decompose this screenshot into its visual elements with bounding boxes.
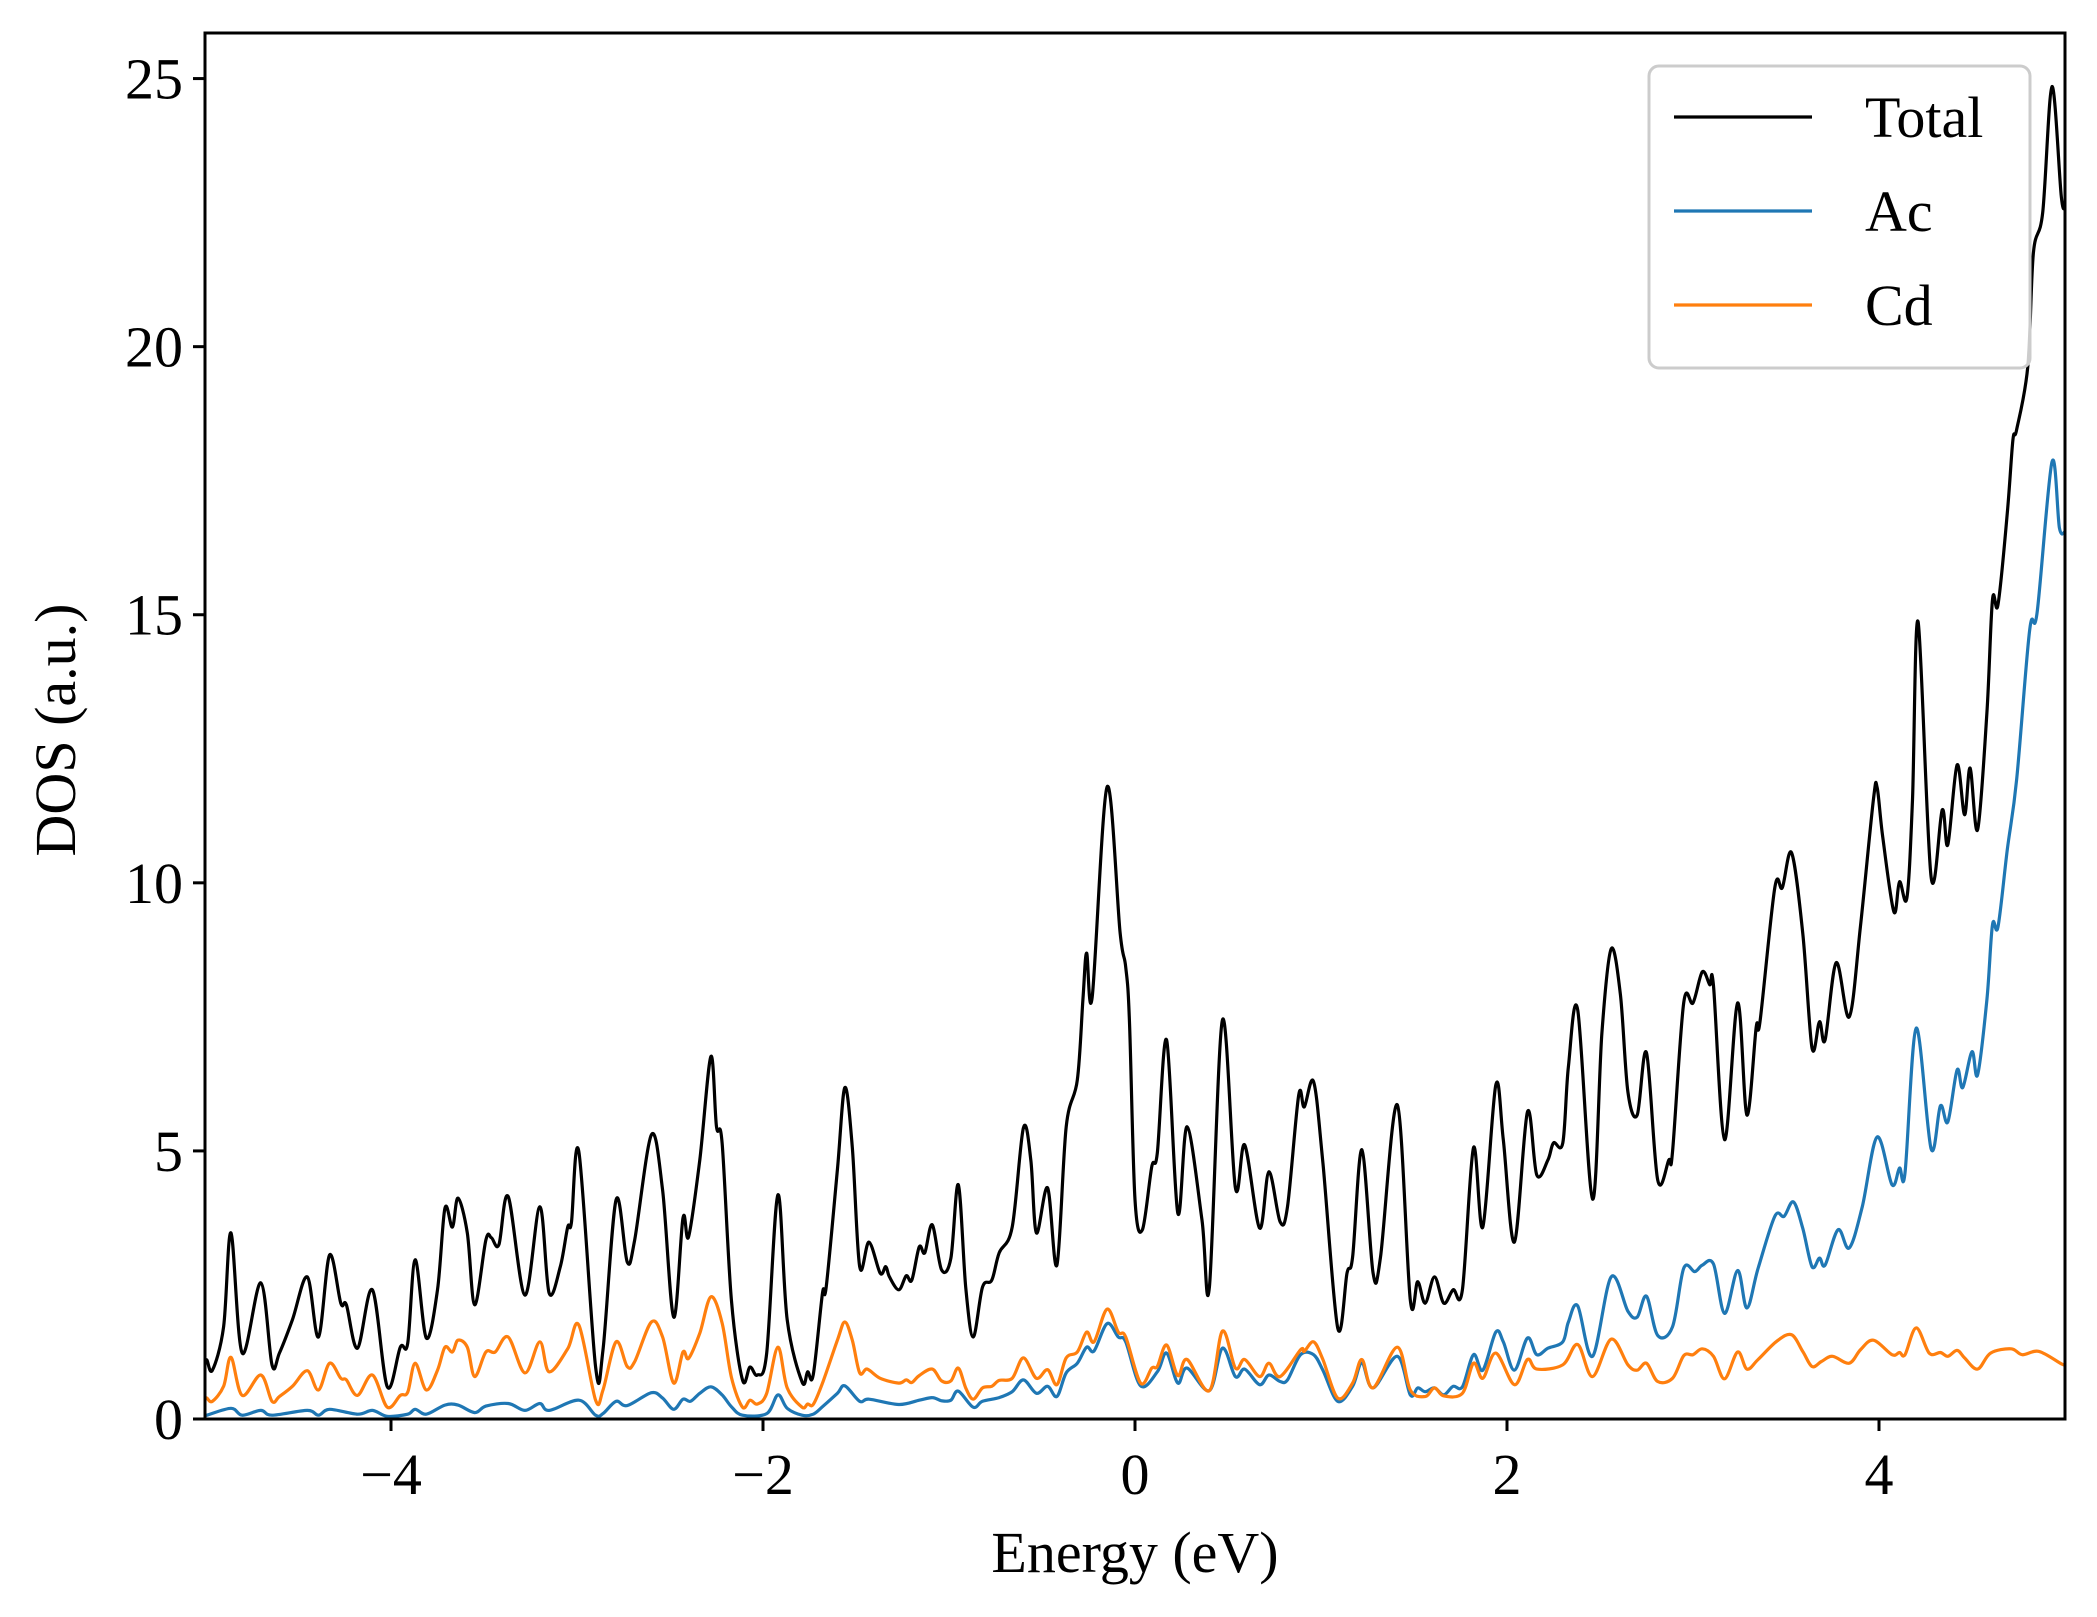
- legend-label: Ac: [1865, 179, 1933, 244]
- x-tick-label: 4: [1865, 1442, 1894, 1507]
- legend-item-ac: Ac: [1674, 179, 1933, 244]
- x-tick-label: −2: [732, 1442, 794, 1507]
- x-tick-label: 0: [1121, 1442, 1150, 1507]
- series-layer: [205, 84, 2065, 1419]
- y-tick-label: 0: [154, 1387, 183, 1452]
- series-line-total: [205, 84, 2065, 1390]
- x-axis: −4 −2 0 2 4: [360, 1419, 1894, 1507]
- y-axis-label: DOS (a.u.): [23, 604, 88, 857]
- x-tick-label: −4: [360, 1442, 422, 1507]
- y-axis: 0 5 10 15 20 25: [125, 47, 205, 1452]
- legend-item-total: Total: [1674, 85, 1983, 150]
- x-axis-label: Energy (eV): [991, 1520, 1278, 1585]
- y-tick-label: 20: [125, 315, 183, 380]
- x-tick-label: 2: [1493, 1442, 1522, 1507]
- legend-label: Total: [1865, 85, 1983, 150]
- series-line-ac: [205, 458, 2065, 1419]
- legend-label: Cd: [1865, 273, 1933, 338]
- y-tick-label: 15: [125, 583, 183, 648]
- y-tick-label: 25: [125, 47, 183, 112]
- legend-item-cd: Cd: [1674, 273, 1933, 338]
- y-tick-label: 10: [125, 851, 183, 916]
- series-line-cd: [205, 1295, 2065, 1410]
- legend-box: [1647, 64, 2032, 370]
- y-tick-label: 5: [154, 1119, 183, 1184]
- legend: Total Ac Cd: [1647, 64, 2032, 370]
